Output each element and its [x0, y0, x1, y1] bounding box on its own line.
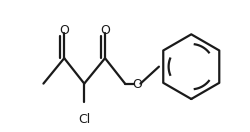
Text: O: O: [59, 23, 69, 37]
Text: O: O: [100, 23, 110, 37]
Text: O: O: [132, 78, 142, 91]
Text: Cl: Cl: [78, 113, 90, 126]
